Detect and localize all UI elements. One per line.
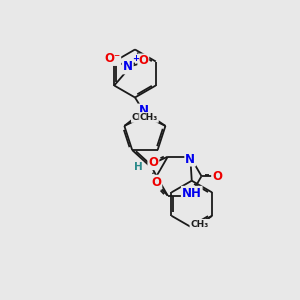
Text: O: O	[152, 176, 161, 189]
Text: N: N	[185, 153, 195, 166]
Text: CH₃: CH₃	[132, 113, 150, 122]
Text: O⁻: O⁻	[104, 52, 120, 65]
Text: N: N	[123, 60, 133, 74]
Text: NH: NH	[182, 187, 202, 200]
Text: O: O	[138, 54, 148, 68]
Text: +: +	[133, 54, 140, 63]
Text: O: O	[212, 170, 222, 183]
Text: CH₃: CH₃	[140, 113, 158, 122]
Text: H: H	[134, 162, 142, 172]
Text: O: O	[148, 156, 158, 169]
Text: N: N	[138, 104, 148, 118]
Text: CH₃: CH₃	[190, 220, 208, 229]
